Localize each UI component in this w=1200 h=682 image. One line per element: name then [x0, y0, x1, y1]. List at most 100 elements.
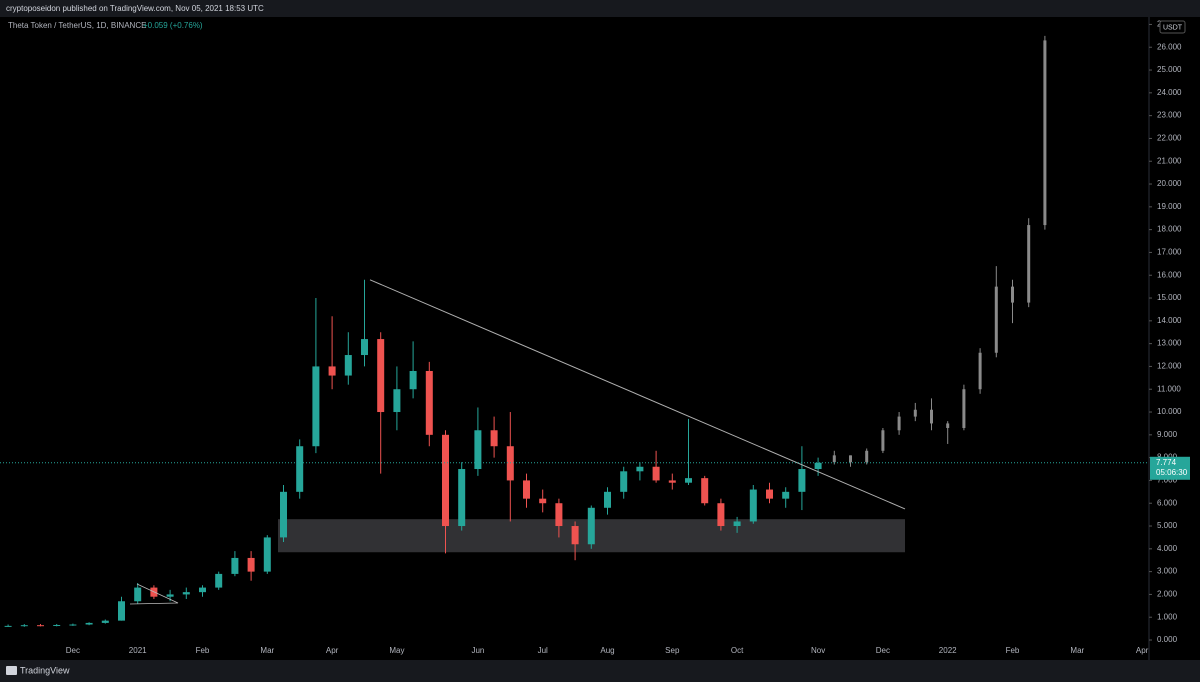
candle-body [636, 466, 644, 472]
candle-body [85, 622, 93, 625]
candle-body [442, 434, 449, 527]
candle-body [865, 450, 869, 463]
candle-body [20, 625, 28, 627]
candle-body [539, 498, 547, 504]
x-tick-label: Mar [1070, 646, 1084, 655]
candle-body [182, 592, 190, 595]
plot-background [0, 17, 1200, 660]
candle-body [393, 389, 401, 413]
x-tick-label: Sep [665, 646, 680, 655]
candle-body [913, 409, 917, 417]
candle-body [280, 491, 287, 538]
candle-body [506, 446, 514, 481]
candle-body [897, 416, 901, 431]
candle-body [1027, 225, 1031, 303]
last-price-label: 7.774 [1156, 458, 1177, 467]
candle-body [717, 503, 725, 527]
y-tick-label: 23.000 [1157, 111, 1182, 120]
legend-change: +0.059 (+0.76%) [143, 21, 203, 30]
candle-body [994, 286, 998, 353]
y-tick-label: 18.000 [1157, 225, 1182, 234]
x-tick-label: Apr [1136, 646, 1149, 655]
candle-body [474, 430, 482, 470]
candle-body [263, 537, 271, 572]
candle-body [881, 430, 885, 451]
candle-body [37, 625, 44, 627]
y-tick-label: 1.000 [1157, 612, 1178, 621]
candle-body [685, 478, 692, 483]
candle-body [1043, 40, 1047, 226]
brand-logo [6, 666, 17, 675]
y-tick-label: 26.000 [1157, 42, 1182, 51]
y-tick-label: 22.000 [1157, 134, 1182, 143]
candle-body [199, 587, 206, 593]
x-tick-label: Dec [876, 646, 890, 655]
candle-body [814, 462, 822, 470]
candle-body [604, 491, 611, 508]
candle-body [620, 471, 628, 492]
candle-body [296, 446, 304, 492]
candle-body [555, 503, 563, 527]
y-tick-label: 16.000 [1157, 270, 1182, 279]
candle-body [490, 430, 498, 447]
y-tick-label: 0.000 [1157, 635, 1178, 644]
small-triangle-drawing [129, 583, 179, 605]
candle-body [798, 469, 806, 492]
trendline [369, 279, 906, 510]
candle-body [701, 478, 709, 504]
candle-body [930, 409, 933, 424]
y-tick-label: 17.000 [1157, 248, 1182, 257]
x-tick-label: Jun [471, 646, 484, 655]
y-tick-label: 5.000 [1157, 521, 1178, 530]
candle-body [652, 466, 660, 481]
candle-body [361, 339, 368, 356]
candle-body [782, 491, 790, 499]
currency-badge [1159, 20, 1186, 34]
header-text: cryptoposeidon published on TradingView.… [6, 4, 264, 13]
candle-body [328, 366, 336, 376]
y-tick-label: 19.000 [1157, 202, 1182, 211]
candle-body [166, 594, 174, 597]
countdown-label: 05:06:30 [1156, 468, 1188, 477]
y-tick-label: 2.000 [1157, 590, 1178, 599]
candle-body [344, 355, 352, 376]
footer-bar [0, 660, 1200, 682]
y-tick-label: 7.000 [1157, 476, 1178, 485]
currency-label: USDT [1163, 24, 1183, 31]
x-tick-label: Jul [538, 646, 548, 655]
y-tick-label: 10.000 [1157, 407, 1182, 416]
candle-body [458, 469, 466, 527]
x-tick-label: Aug [600, 646, 614, 655]
candle-body [425, 370, 433, 435]
y-tick-label: 25.000 [1157, 65, 1182, 74]
candle-body [978, 352, 982, 390]
candle-body [69, 624, 77, 626]
candle-body [946, 423, 950, 428]
x-tick-label: Dec [66, 646, 80, 655]
x-tick-label: Feb [1006, 646, 1020, 655]
candle-body [118, 601, 125, 621]
y-tick-label: 11.000 [1157, 384, 1181, 393]
y-tick-label: 4.000 [1157, 544, 1178, 553]
candle-body [668, 480, 676, 483]
candle-body [523, 480, 530, 499]
y-tick-label: 21.000 [1157, 156, 1182, 165]
y-tick-label: 20.000 [1157, 179, 1182, 188]
x-tick-label: 2022 [939, 646, 957, 655]
candle-body [231, 557, 239, 574]
candle-body [766, 489, 773, 499]
header-bar [0, 0, 1200, 17]
y-tick-label: 15.000 [1157, 293, 1182, 302]
candle-body [1011, 286, 1014, 303]
x-tick-label: Oct [731, 646, 744, 655]
legend-name: Theta Token / TetherUS, 1D, BINANCE [8, 21, 146, 30]
candle-body [215, 573, 223, 588]
candle-body [53, 624, 61, 626]
last-price-tag [1150, 456, 1190, 480]
plot: 0.000 1.000 2.000 3.000 4.000 5.000 6.000 7.000… [0, 20, 1182, 655]
y-tick-label: 3.000 [1157, 567, 1178, 576]
candle-body [377, 339, 385, 413]
x-tick-label: Nov [811, 646, 825, 655]
x-tick-label: Apr [326, 646, 339, 655]
